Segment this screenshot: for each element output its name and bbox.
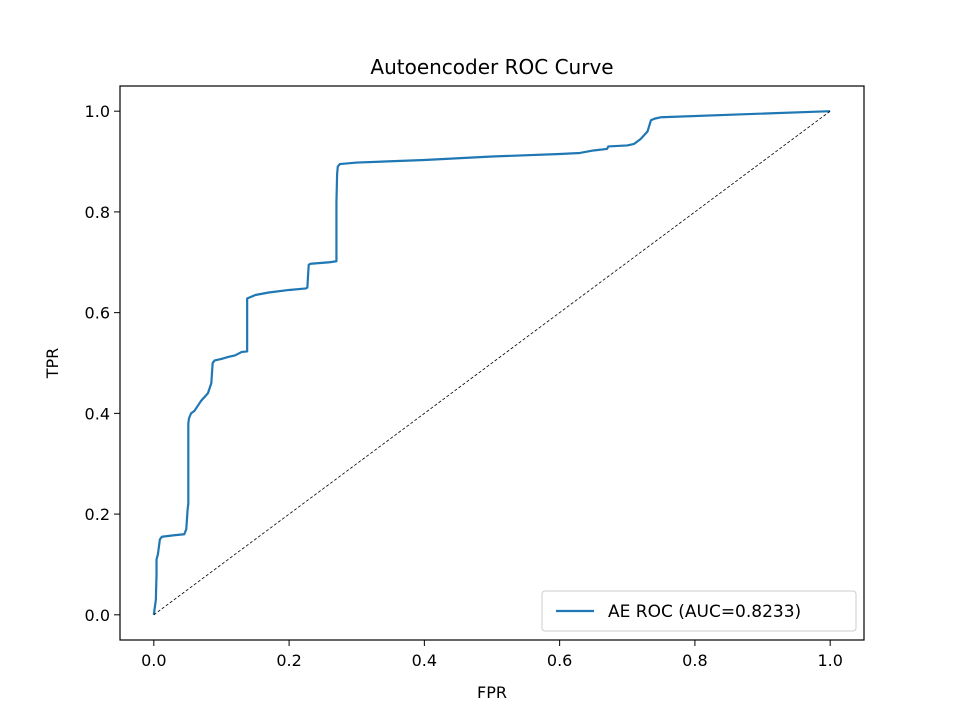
chance-diagonal-line bbox=[153, 110, 831, 616]
y-tick-label: 1.0 bbox=[85, 102, 110, 121]
x-tick-label: 0.2 bbox=[276, 651, 301, 670]
y-axis-ticks: 0.0 0.2 0.4 0.6 0.8 1.0 bbox=[85, 102, 120, 625]
x-tick-label: 0.0 bbox=[141, 651, 166, 670]
x-axis-ticks: 0.0 0.2 0.4 0.6 0.8 1.0 bbox=[141, 640, 843, 670]
x-tick-label: 0.4 bbox=[412, 651, 437, 670]
y-tick-label: 0.4 bbox=[85, 404, 110, 423]
x-tick-label: 0.8 bbox=[682, 651, 707, 670]
x-tick-label: 0.6 bbox=[547, 651, 572, 670]
legend: AE ROC (AUC=0.8233) bbox=[541, 590, 857, 632]
chart-title: Autoencoder ROC Curve bbox=[370, 55, 613, 79]
y-tick-label: 0.6 bbox=[85, 304, 110, 323]
plot-lines bbox=[152, 110, 831, 616]
legend-label-ae-roc: AE ROC (AUC=0.8233) bbox=[608, 602, 801, 622]
legend-box bbox=[541, 590, 857, 632]
y-axis-label: TPR bbox=[43, 348, 62, 380]
x-axis-label: FPR bbox=[477, 683, 507, 702]
y-tick-label: 0.8 bbox=[85, 203, 110, 222]
plot-frame bbox=[119, 85, 865, 641]
y-tick-label: 0.2 bbox=[85, 505, 110, 524]
ae-roc-curve bbox=[152, 110, 831, 615]
y-tick-label: 0.0 bbox=[85, 606, 110, 625]
x-tick-label: 1.0 bbox=[817, 651, 842, 670]
